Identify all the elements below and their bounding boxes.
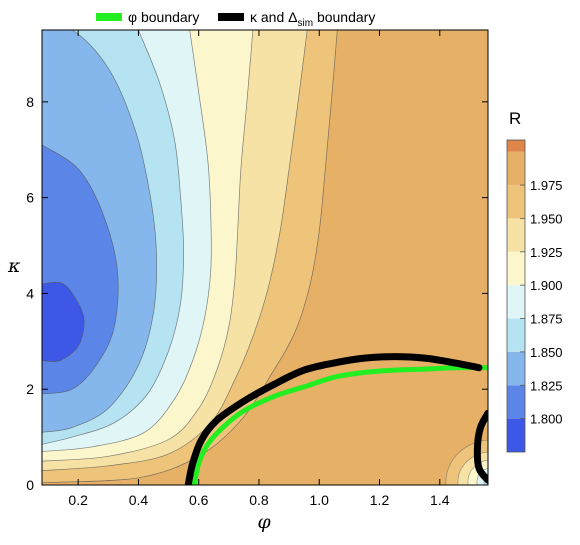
y-tick-label: 0 <box>26 477 34 493</box>
y-tick-label: 4 <box>26 285 34 301</box>
legend-label-phi-boundary: φ boundary <box>128 9 199 25</box>
boundary-line-kappa <box>184 353 483 485</box>
colorbar-band-1 <box>507 385 525 419</box>
colorbar-tick-label: 1.800 <box>530 412 563 427</box>
legend: φ boundary κ and Δsim boundary <box>96 9 375 29</box>
x-tick-label: 0.6 <box>189 492 209 508</box>
x-tick-label: 1.4 <box>430 492 450 508</box>
x-tick-label: 0.8 <box>249 492 269 508</box>
legend-label-kappa-subscript: sim <box>298 18 314 29</box>
x-tick-label: 0.2 <box>68 492 88 508</box>
axes: 0.2 0.4 0.6 0.8 1.0 1.2 1.4 0 2 4 6 8 <box>26 29 489 508</box>
plot-frame <box>41 29 489 486</box>
plot-area <box>42 30 488 485</box>
contour-line-1.875 <box>42 30 184 445</box>
colorbar-band-7 <box>507 185 525 219</box>
legend-label-kappa-tail: boundary <box>313 9 375 25</box>
y-tick-label: 6 <box>26 190 34 206</box>
colorbar-tick-label: 1.900 <box>530 278 563 293</box>
contour-line-1.8 <box>42 282 85 362</box>
x-tick-label: 1.2 <box>370 492 390 508</box>
contour-line-1.925 <box>42 30 254 462</box>
colorbar-tick-label: 1.950 <box>530 211 563 226</box>
legend-swatch-kappa-boundary <box>218 13 244 21</box>
colorbar-tick-label: 1.825 <box>530 378 563 393</box>
colorbar-title: R <box>509 109 521 128</box>
colorbar-band-6 <box>507 218 525 252</box>
colorbar-tick-label: 1.850 <box>530 345 563 360</box>
y-tick-label: 2 <box>26 381 34 397</box>
contour-line-1.975 <box>42 30 338 483</box>
contour-line-1.825 <box>42 144 119 395</box>
colorbar-band-8 <box>507 151 525 186</box>
legend-label-kappa-boundary: κ and Δsim boundary <box>250 9 375 29</box>
colorbar-band-4 <box>507 285 525 319</box>
contour-line-1.9 <box>42 30 212 452</box>
colorbar-band-2 <box>507 351 525 386</box>
boundary-line-phi <box>191 365 488 485</box>
y-axis-label: κ <box>7 255 21 277</box>
colorbar-band-9 <box>507 140 525 152</box>
colorbar: R 1.800 1.825 1.850 1.875 1.900 1.925 1.950 1.97… <box>506 109 563 453</box>
colorbar-frame <box>506 139 526 453</box>
colorbar-band-5 <box>507 251 525 286</box>
colorbar-tick-label: 1.975 <box>530 178 563 193</box>
colorbar-band-3 <box>507 318 525 352</box>
boundary-line-kappa-secondary <box>473 409 488 484</box>
legend-swatch-phi-boundary <box>96 13 122 21</box>
x-tick-label: 1.0 <box>310 492 330 508</box>
colorbar-tick-label: 1.925 <box>530 245 563 260</box>
x-tick-label: 0.4 <box>129 492 149 508</box>
y-tick-label: 8 <box>26 94 34 110</box>
contour-line-1.85 <box>42 30 158 433</box>
colorbar-tick-label: 1.875 <box>530 312 563 327</box>
contour-line-1.95 <box>42 30 308 471</box>
contour-band-min-pocket <box>42 282 85 362</box>
x-axis-label: φ <box>257 511 271 533</box>
colorbar-band-0 <box>507 418 525 452</box>
legend-label-kappa-main: κ and Δ <box>250 9 298 25</box>
